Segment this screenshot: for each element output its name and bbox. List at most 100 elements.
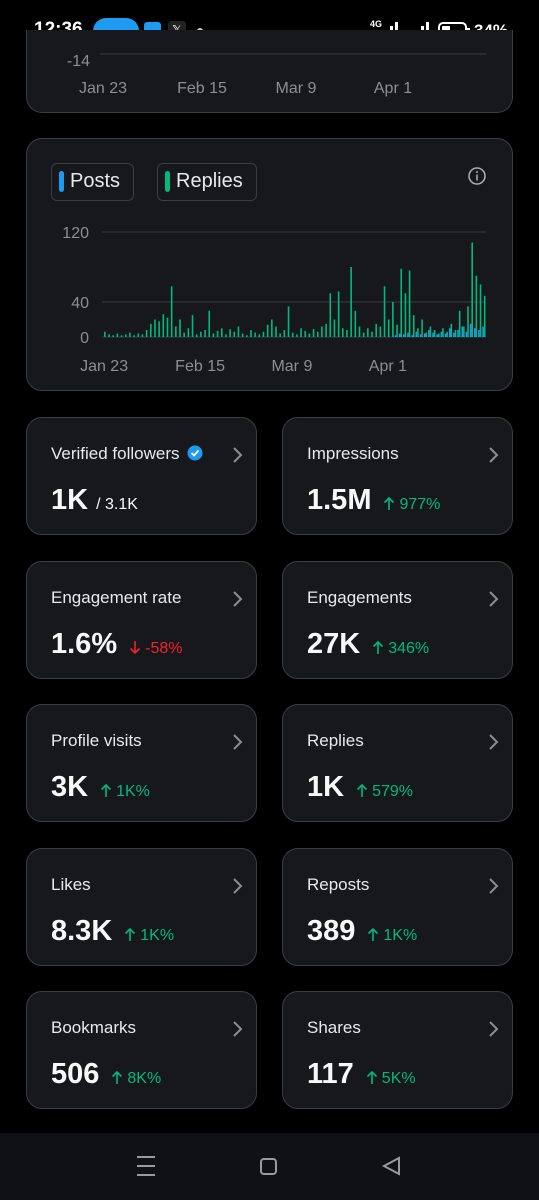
metric-card[interactable]: Replies 1K 579% [282, 704, 513, 822]
metric-label: Shares [307, 1018, 361, 1037]
metric-card[interactable]: Engagements 27K 346% [282, 560, 513, 679]
bar [408, 270, 411, 337]
y-tick-label: 40 [71, 295, 89, 312]
value: 1.6% [51, 627, 118, 660]
bar [329, 293, 332, 337]
bar [337, 291, 340, 337]
chevron [488, 1020, 500, 1043]
chevron [232, 590, 244, 613]
bar [204, 330, 206, 337]
bar [371, 331, 373, 337]
trend-arrow [129, 640, 141, 657]
bar [473, 328, 476, 337]
metric-card[interactable]: Shares 117 5K% [282, 991, 513, 1109]
metric-card[interactable]: Reposts 389 1K% [282, 847, 513, 966]
bar [137, 333, 140, 337]
change-value: 8K% [127, 1070, 162, 1087]
bar [387, 319, 390, 337]
bar [454, 330, 457, 337]
trend-arrow [111, 1070, 123, 1087]
metric-card[interactable]: Verified followers 1K / 3.1K [26, 417, 257, 535]
metric-card[interactable]: Profile visits 3K 1K% [26, 704, 257, 822]
metric-card[interactable]: Likes 8.3K 1K% [26, 847, 257, 966]
bar [104, 331, 106, 337]
bar [350, 267, 352, 337]
change-value: 346% [388, 639, 430, 657]
change-value: 5K% [381, 1070, 416, 1087]
bar [179, 319, 181, 337]
bar [212, 333, 215, 337]
metric-label: Profile visits [51, 731, 142, 750]
bar [458, 310, 461, 337]
metric-label: Likes [51, 874, 91, 894]
bar [275, 326, 277, 337]
bar [250, 330, 252, 337]
metric-card[interactable]: Bookmarks 506 8K% [26, 991, 257, 1109]
metric-value: 1K / 3.1K [51, 484, 138, 517]
info-icon[interactable] [467, 166, 487, 186]
bar [229, 329, 231, 337]
bar [446, 331, 448, 337]
bar [208, 310, 211, 337]
metric-label: Engagements [307, 587, 412, 607]
chevron [232, 1020, 244, 1043]
trend-arrow [366, 1070, 378, 1087]
metric-card[interactable]: Engagement rate 1.6% -58% [26, 560, 257, 679]
bar [312, 329, 315, 337]
x-tick-label: Apr 1 [374, 80, 412, 97]
bar [433, 330, 436, 337]
change-value: 1K% [383, 926, 418, 944]
bar [483, 295, 486, 337]
bar [448, 328, 451, 337]
metric-total: / 3.1K [96, 496, 138, 513]
bar [465, 331, 468, 337]
metric-label: Impressions [307, 444, 399, 463]
metric-change: 1K% [367, 927, 417, 944]
metric-label: Verified followers [51, 444, 180, 463]
bar [375, 323, 377, 337]
bar [403, 334, 405, 337]
metric-value: 1.6% -58% [51, 628, 182, 661]
y-tick-label: 0 [80, 330, 89, 347]
bar [166, 317, 169, 337]
metric-value: 117 5K% [307, 1058, 416, 1091]
chevron [232, 733, 244, 756]
bar [383, 286, 386, 337]
metric-card[interactable]: Impressions 1.5M 977% [282, 417, 513, 535]
bar [120, 335, 123, 337]
trend-arrow [383, 496, 395, 513]
x-tick-label: Mar 9 [276, 80, 317, 97]
bar [396, 324, 398, 337]
change-value: 1K% [116, 783, 150, 800]
trend-arrow [372, 640, 384, 657]
bar [220, 328, 223, 337]
metric-change: 346% [372, 640, 429, 657]
bar [225, 334, 227, 337]
bar [246, 335, 248, 337]
bar [440, 331, 443, 337]
value: 117 [307, 1058, 354, 1090]
bar [237, 326, 240, 337]
bar [469, 323, 472, 337]
value: 1K [307, 771, 345, 803]
bar [379, 326, 382, 337]
metric-change: -58% [129, 640, 182, 657]
legend-replies[interactable]: Replies [157, 163, 257, 201]
bar [129, 332, 131, 337]
x-tick-label: Jan 23 [80, 358, 128, 375]
bar [308, 333, 311, 337]
metric-change: 8K% [111, 1070, 161, 1087]
metric-value: 8.3K 1K% [51, 915, 174, 948]
bar [475, 275, 478, 337]
bar [478, 330, 480, 337]
x-tick-label: Jan 23 [79, 80, 127, 97]
bar [133, 335, 135, 337]
legend-posts[interactable]: Posts [51, 163, 134, 201]
bar [287, 306, 290, 337]
change-value: 1K% [140, 926, 175, 944]
bar [216, 330, 219, 337]
x-tick-label: Apr 1 [369, 358, 407, 375]
metric-label: Reposts [307, 874, 370, 894]
bar [461, 326, 464, 337]
